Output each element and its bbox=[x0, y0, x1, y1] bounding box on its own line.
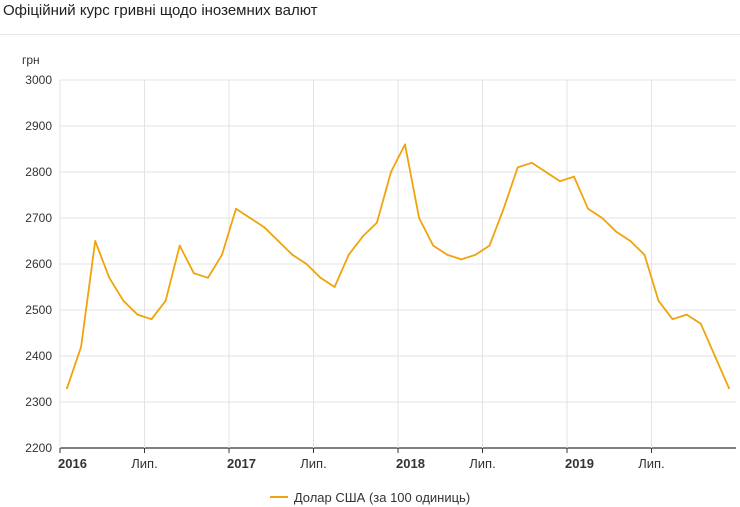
data-point bbox=[150, 318, 153, 321]
series-layer bbox=[66, 143, 730, 390]
x-tick-label: 2016 bbox=[58, 456, 87, 471]
data-point bbox=[728, 387, 730, 390]
y-axis-label: грн bbox=[22, 53, 40, 67]
data-point bbox=[206, 276, 209, 279]
x-tick-label: Лип. bbox=[131, 456, 157, 471]
data-point bbox=[559, 180, 561, 183]
data-point bbox=[573, 175, 575, 178]
data-point bbox=[235, 207, 237, 210]
data-point bbox=[164, 299, 167, 302]
y-tick-label: 2200 bbox=[25, 441, 52, 455]
y-tick-labels: 3000 2900 2800 2700 2600 2500 2400 2300 2200 bbox=[25, 73, 52, 455]
chart-title: Офіційний курс гривні щодо іноземних вал… bbox=[3, 2, 318, 19]
data-point bbox=[544, 171, 547, 173]
data-point bbox=[404, 143, 406, 146]
legend-swatch bbox=[269, 496, 288, 498]
x-tick-label: 2019 bbox=[565, 456, 594, 471]
x-tick-label: Лип. bbox=[300, 456, 326, 471]
data-point bbox=[502, 207, 505, 210]
x-tick-label: Лип. bbox=[638, 456, 664, 471]
y-tick-label: 2700 bbox=[25, 211, 52, 225]
x-tick-label: 2017 bbox=[227, 456, 256, 471]
x-tick-label: 2018 bbox=[396, 456, 425, 471]
y-tick-label: 2900 bbox=[25, 119, 52, 133]
data-point bbox=[516, 166, 519, 169]
data-point bbox=[530, 161, 533, 164]
data-point bbox=[108, 276, 111, 279]
x-tick-label: Лип. bbox=[469, 456, 495, 471]
data-point bbox=[94, 240, 97, 242]
y-tick-label: 3000 bbox=[25, 73, 52, 87]
data-point bbox=[432, 244, 435, 247]
axes: грн bbox=[22, 53, 40, 67]
title-divider bbox=[0, 34, 740, 35]
data-point bbox=[488, 244, 491, 247]
data-point bbox=[178, 244, 181, 247]
data-point bbox=[699, 322, 702, 325]
grid-lines bbox=[59, 79, 736, 453]
data-point bbox=[333, 286, 336, 288]
data-point bbox=[221, 253, 223, 256]
data-point bbox=[122, 299, 125, 302]
data-point bbox=[587, 207, 590, 210]
data-point bbox=[390, 171, 392, 173]
data-point bbox=[66, 387, 68, 390]
data-point bbox=[418, 217, 421, 219]
x-tick-labels: 2016 Лип. 2017 Лип. 2018 Лип. 2019 Лип. bbox=[58, 456, 665, 471]
data-point bbox=[80, 345, 83, 348]
series-line-usd bbox=[66, 143, 730, 390]
data-point bbox=[136, 313, 139, 316]
data-point bbox=[474, 253, 477, 256]
data-point bbox=[277, 240, 280, 242]
legend-item[interactable]: Долар США (за 100 одиниць) bbox=[269, 489, 471, 505]
data-point bbox=[192, 272, 195, 275]
data-point bbox=[305, 263, 308, 265]
y-tick-label: 2800 bbox=[25, 165, 52, 179]
data-point bbox=[629, 240, 632, 242]
y-tick-label: 2500 bbox=[25, 303, 52, 317]
data-point bbox=[347, 253, 350, 256]
data-point bbox=[263, 226, 266, 229]
data-point bbox=[671, 318, 674, 321]
data-point bbox=[460, 258, 463, 261]
data-point bbox=[319, 276, 322, 279]
data-point bbox=[657, 299, 660, 302]
data-point bbox=[601, 217, 604, 219]
data-point bbox=[446, 253, 449, 256]
data-point bbox=[615, 230, 618, 233]
data-point bbox=[375, 221, 378, 224]
legend: Долар США (за 100 одиниць) bbox=[0, 486, 740, 505]
y-tick-label: 2600 bbox=[25, 257, 52, 271]
data-point bbox=[713, 355, 716, 357]
data-point bbox=[643, 253, 646, 256]
data-point bbox=[361, 235, 364, 238]
data-point bbox=[685, 313, 688, 316]
y-tick-label: 2300 bbox=[25, 395, 52, 409]
y-tick-label: 2400 bbox=[25, 349, 52, 363]
data-point bbox=[249, 217, 252, 219]
legend-label: Долар США (за 100 одиниць) bbox=[293, 489, 471, 505]
data-point bbox=[291, 253, 294, 256]
